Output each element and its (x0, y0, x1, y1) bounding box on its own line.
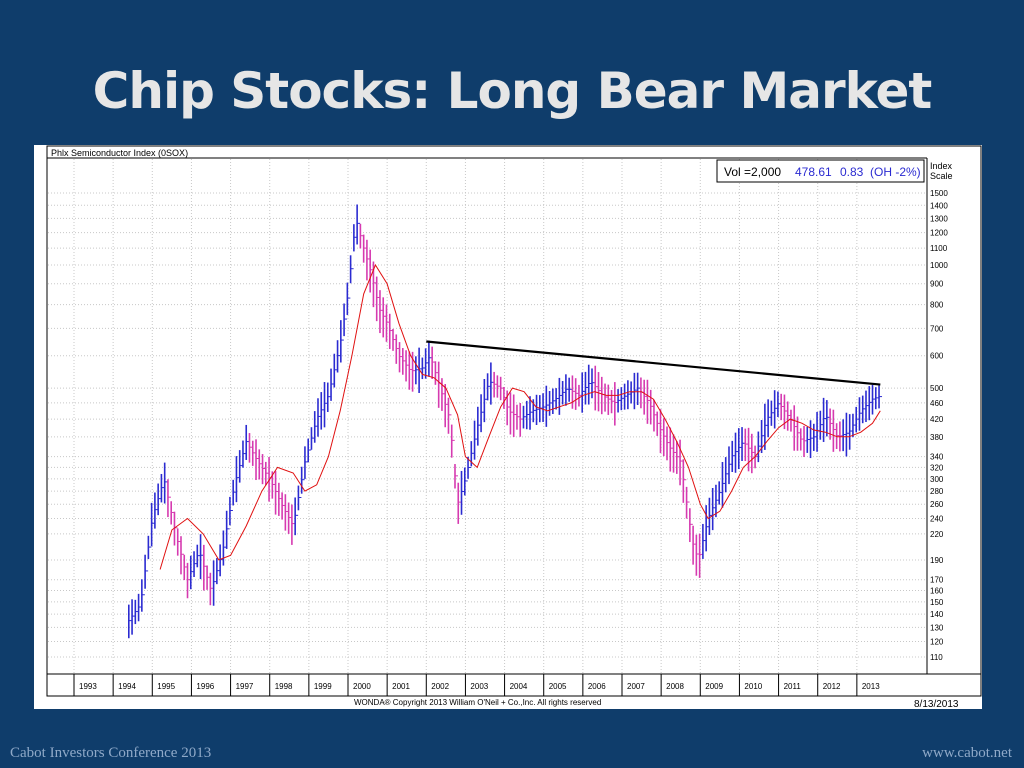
y-tick-label: 700 (930, 324, 944, 333)
y-tick-label: 160 (930, 586, 944, 595)
y-tick-label: 110 (930, 653, 943, 662)
y-tick-label: 170 (930, 576, 944, 585)
y-tick-label: 1100 (930, 244, 948, 253)
x-tick-label: 2010 (744, 682, 762, 691)
y-tick-label: 280 (930, 487, 944, 496)
y-tick-label: 120 (930, 638, 944, 647)
info-change: 0.83 (840, 165, 864, 179)
y-tick-label: 130 (930, 623, 944, 632)
info-box (716, 159, 925, 183)
copyright-text: WONDA® Copyright 2013 William O'Neil + C… (354, 698, 601, 707)
chart-date: 8/13/2013 (914, 699, 959, 709)
price-bars (128, 204, 883, 639)
scale-label: Index Scale (930, 161, 955, 181)
x-tick-label: 1997 (236, 682, 254, 691)
x-tick-label: 2000 (353, 682, 371, 691)
chart-panel: 110 120 130 140 150 160 170 190 220 240 260 280 300 3… (34, 145, 982, 709)
y-tick-label: 600 (930, 352, 944, 361)
y-tick-label: 1500 (930, 189, 948, 198)
info-price: 478.61 (795, 165, 832, 179)
x-tick-label: 2002 (431, 682, 449, 691)
trend-line (426, 340, 881, 386)
x-tick-label: 2013 (862, 682, 880, 691)
y-tick-label: 1300 (930, 214, 948, 223)
y-tick-label: 140 (930, 610, 944, 619)
footer-conference: Cabot Investors Conference 2013 (10, 745, 212, 761)
x-tick-label: 1999 (314, 682, 332, 691)
y-tick-label: 1000 (930, 261, 948, 270)
y-tick-label: 800 (930, 301, 944, 310)
x-tick-label: 1995 (157, 682, 175, 691)
x-tick-label: 2012 (823, 682, 841, 691)
y-tick-label: 260 (930, 500, 944, 509)
x-tick-label: 1994 (118, 682, 136, 691)
x-tick-label: 2009 (705, 682, 723, 691)
y-tick-label: 220 (930, 530, 944, 539)
x-axis-ticks: 1993 1994 1995 1996 1997 1998 1999 2000 2001 2002… (73, 674, 880, 696)
x-tick-label: 2003 (470, 682, 488, 691)
x-tick-label: 1993 (79, 682, 97, 691)
x-tick-label: 2008 (666, 682, 684, 691)
x-tick-label: 2006 (588, 682, 606, 691)
x-tick-label: 1996 (196, 682, 214, 691)
y-tick-label: 460 (930, 399, 944, 408)
x-tick-label: 2011 (784, 682, 802, 691)
info-off-high: (OH -2%) (870, 165, 921, 179)
x-tick-label: 2001 (392, 682, 410, 691)
x-tick-label: 2005 (549, 682, 567, 691)
y-tick-label: 1200 (930, 229, 948, 238)
y-tick-label: 380 (930, 433, 944, 442)
info-vol: Vol =2,000 (724, 165, 781, 179)
y-tick-label: 190 (930, 556, 944, 565)
x-tick-label: 2004 (510, 682, 528, 691)
y-tick-label: 300 (930, 475, 944, 484)
slide-title: Chip Stocks: Long Bear Market (92, 62, 933, 120)
y-tick-label: 1400 (930, 201, 948, 210)
y-tick-label: 150 (930, 598, 944, 607)
footer-website-link[interactable]: www.cabot.net (922, 745, 1012, 761)
y-tick-label: 420 (930, 415, 944, 424)
y-tick-label: 340 (930, 453, 944, 462)
y-tick-label: 900 (930, 280, 944, 289)
y-tick-label: 320 (930, 463, 944, 472)
x-axis-strip (46, 673, 982, 697)
y-tick-label: 500 (930, 384, 944, 393)
moving-average-line (159, 263, 881, 570)
x-tick-label: 2007 (627, 682, 645, 691)
y-tick-label: 240 (930, 514, 944, 523)
x-tick-label: 1998 (275, 682, 293, 691)
chart-title: Phlx Semiconductor Index (0SOX) (51, 148, 188, 158)
